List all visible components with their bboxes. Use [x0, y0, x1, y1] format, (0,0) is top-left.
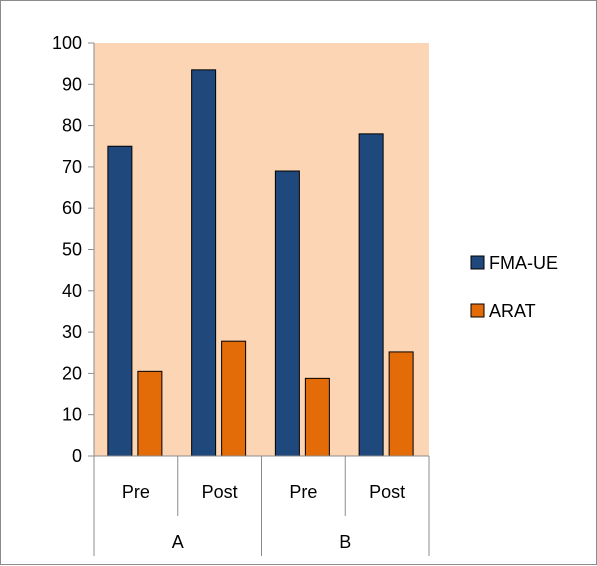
x-category-label: Post [202, 482, 238, 502]
bar-arat-2 [304, 377, 330, 457]
x-group-label: B [339, 532, 351, 552]
y-tick-label: 90 [62, 74, 82, 94]
legend-swatch [470, 303, 485, 318]
bar-fma-ue-2 [274, 170, 300, 457]
x-category-label: Post [369, 482, 405, 502]
bar-arat-0 [137, 370, 163, 457]
bar-fma-ue-0 [107, 145, 133, 457]
y-tick-label: 80 [62, 116, 82, 136]
bar-arat-1 [221, 340, 247, 457]
y-tick-label: 70 [62, 157, 82, 177]
y-tick-label: 40 [62, 281, 82, 301]
x-category-label: Pre [122, 482, 150, 502]
legend-swatch [470, 255, 485, 270]
y-tick-label: 50 [62, 240, 82, 260]
y-axis-ticks: 0 10 20 30 40 50 60 70 80 90 100 [52, 33, 94, 466]
y-tick-label: 20 [62, 363, 82, 383]
bar-fma-ue-1 [191, 69, 217, 457]
x-category-label: Pre [289, 482, 317, 502]
legend: FMA-UE ARAT [470, 253, 558, 321]
y-tick-label: 10 [62, 405, 82, 425]
y-tick-label: 30 [62, 322, 82, 342]
bar-arat-3 [388, 351, 414, 457]
y-tick-label: 60 [62, 198, 82, 218]
legend-label: FMA-UE [489, 253, 558, 273]
x-axis-categories: Pre Post Pre Post A B [93, 456, 430, 556]
legend-label: ARAT [489, 301, 536, 321]
x-group-label: A [172, 532, 184, 552]
bars-layer [107, 69, 414, 457]
y-tick-label: 0 [72, 446, 82, 466]
y-tick-label: 100 [52, 33, 82, 53]
bar-fma-ue-3 [358, 133, 384, 457]
